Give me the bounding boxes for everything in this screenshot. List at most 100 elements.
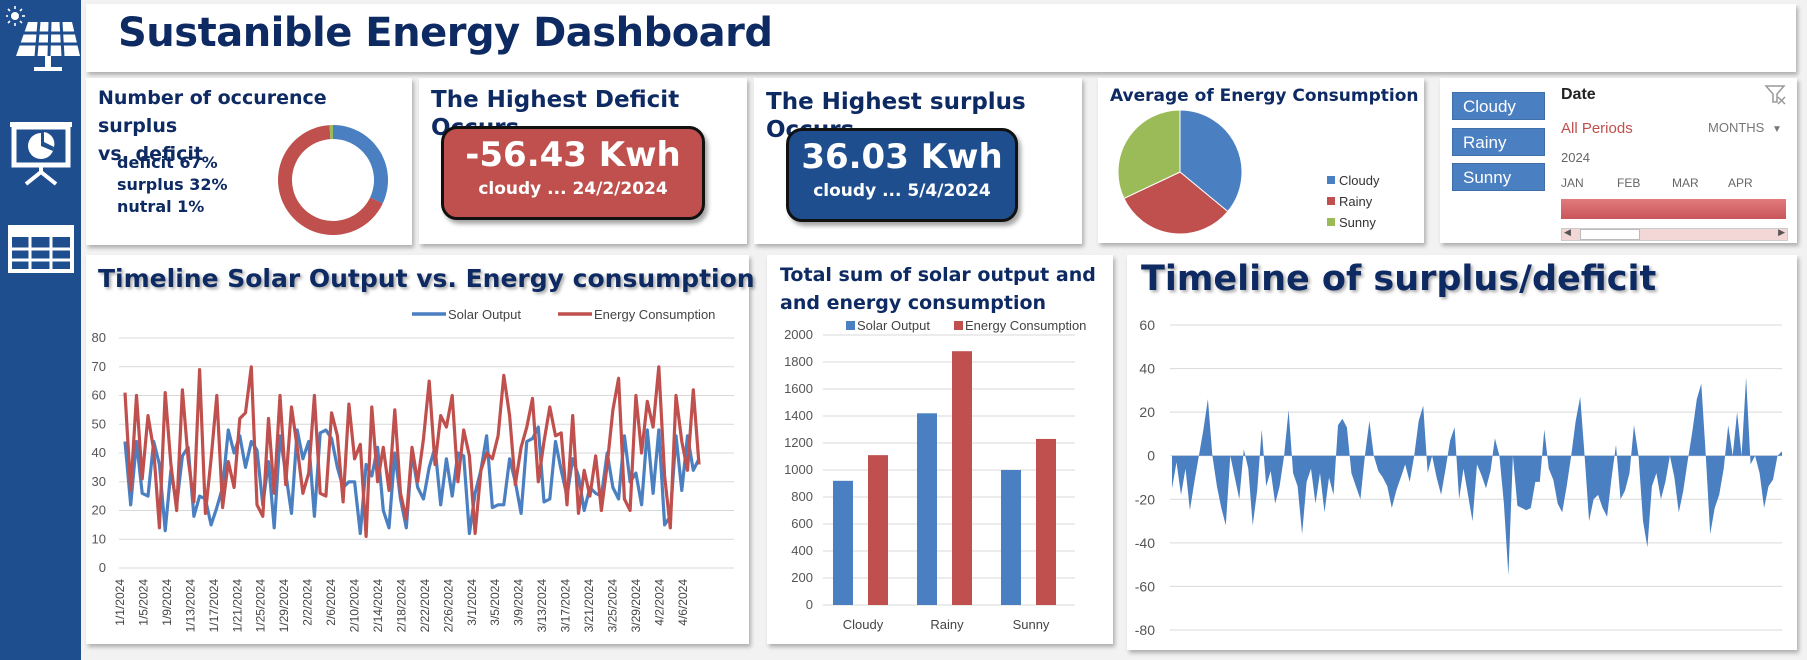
x-tick-label: 3/17/2024 [559,579,573,633]
x-tick-label: 3/5/2024 [488,579,502,626]
neutral-stat: nutral 1% [117,197,205,216]
timeline-scrollbar[interactable]: ◀ ▶ [1561,227,1788,241]
y-tick-label: 0 [99,560,106,575]
x-category-label: Sunny [1013,617,1050,632]
y-tick-label: 70 [92,359,106,374]
x-tick-label: 1/9/2024 [160,579,174,626]
pie-slice-sunny [1117,109,1181,200]
y-tick-label: 80 [92,330,106,345]
y-tick-label: -60 [1135,578,1155,594]
y-tick-label: 30 [92,474,106,489]
timeline-periods: All Periods [1561,120,1633,137]
x-tick-label: 3/13/2024 [535,579,549,633]
x-tick-label: 1/13/2024 [183,579,197,633]
y-tick-label: 1800 [784,354,813,369]
x-tick-label: 3/25/2024 [606,579,620,633]
y-tick-label: 10 [92,531,106,546]
avg-consumption-card: Average of Energy Consumption Cloudy Rain… [1098,78,1424,243]
y-tick-label: 1400 [784,408,813,423]
y-tick-label: 40 [92,445,106,460]
y-tick-label: 50 [92,416,106,431]
clear-filter-icon[interactable] [1764,84,1786,106]
y-tick-label: 200 [791,570,813,585]
pie-slice-cloudy [1179,109,1243,213]
occurrence-card: Number of occurence surplus vs. deficit … [86,78,412,245]
bar-sunny-solar [1001,470,1021,605]
table-grid-icon[interactable] [8,225,74,273]
surplus-kpi-box: 36.03 Kwh cloudy ... 5/4/2024 [786,128,1018,222]
timeline-scroll-thumb[interactable] [1580,229,1640,240]
timeline-selection-bar[interactable] [1561,199,1786,219]
occurrence-stats: deficit 67% surplus 32% nutral 1% [117,152,228,218]
occurrence-donut-chart [278,125,388,235]
y-tick-label: 20 [92,503,106,518]
surplus-kpi-date: cloudy ... 5/4/2024 [813,181,991,201]
y-tick-label: 0 [1147,448,1155,464]
bar-rainy-solar [917,413,937,605]
y-tick-label: 60 [1139,317,1155,333]
y-tick-label: 20 [1139,404,1155,420]
dashboard-title: Sustanible Energy Dashboard [118,10,773,56]
surplus-kpi-card: The Highest surplus Occurs 36.03 Kwh clo… [754,78,1082,244]
pie-slice-rainy [1123,171,1229,235]
deficit-kpi-value: -56.43 Kwh [465,135,681,175]
timeline-month-jan[interactable]: JAN [1561,176,1584,190]
y-tick-label: -80 [1135,622,1155,638]
surplus-deficit-area-chart: 60 40 20 0 -20 -40 -60 -80 [1135,317,1782,638]
y-tick-label: 2000 [784,327,813,342]
timeline-month-mar[interactable]: MAR [1672,176,1699,190]
legend-swatch [846,321,855,330]
solar-panel-icon[interactable] [6,4,80,76]
pie-legend-swatch [1327,197,1335,205]
x-tick-label: 4/6/2024 [676,579,690,626]
chevron-down-icon: ▼ [1771,124,1782,135]
legend-label: Solar Output [448,307,521,322]
totals-bar-chart: 0 200 400 600 800 1000 1200 1400 1600 1800 2000 Clo… [784,318,1086,632]
surplus-deficit-area [1172,377,1782,576]
x-tick-label: 3/9/2024 [512,579,526,626]
deficit-kpi-box: -56.43 Kwh cloudy ... 24/2/2024 [441,126,705,220]
scroll-right-icon[interactable]: ▶ [1778,227,1785,237]
deficit-kpi-date: cloudy ... 24/2/2024 [478,179,668,199]
totals-bar-title: Total sum of solar output and and energy… [780,264,1096,314]
donut-slice-surplus [333,125,388,204]
y-tick-label: -20 [1135,491,1155,507]
timeline-month-apr[interactable]: APR [1728,176,1753,190]
presentation-chart-icon[interactable] [8,120,74,186]
surplus-deficit-card [1127,255,1797,650]
timeline-level-select[interactable]: MONTHS ▼ [1708,120,1782,135]
x-tick-label: 3/29/2024 [629,579,643,633]
y-tick-label: 1000 [784,462,813,477]
bar-rainy-consumption [952,351,972,605]
x-tick-label: 2/6/2024 [324,579,338,626]
bar-cloudy-consumption [868,455,888,605]
x-category-label: Cloudy [843,617,884,632]
y-tick-label: 800 [791,489,813,504]
slicer-button-sunny[interactable]: Sunny [1452,163,1545,191]
legend-swatch [954,321,963,330]
avg-pie-title: Average of Energy Consumption [1110,86,1419,106]
pie-legend-label: Rainy [1339,194,1373,209]
x-tick-label: 1/29/2024 [277,579,291,633]
timeline-line-chart: 0 10 20 30 40 50 60 70 80 1/1/2024 1/5/2024 1/9/202… [92,307,734,633]
surplus-kpi-value: 36.03 Kwh [801,137,1003,177]
timeline-month-feb[interactable]: FEB [1617,176,1641,190]
timeline-line-title: Timeline Solar Output vs. Energy consump… [98,264,755,293]
occurrence-title-line2: vs. deficit [98,143,203,165]
surplus-deficit-title: Timeline of surplus/deficit [1141,259,1657,299]
y-tick-label: 60 [92,388,106,403]
x-tick-label: 4/2/2024 [652,579,666,626]
legend-label: Energy Consumption [594,307,715,322]
y-tick-label: -40 [1135,535,1155,551]
slicer-button-cloudy[interactable]: Cloudy [1452,92,1545,120]
x-tick-label: 1/5/2024 [137,579,151,626]
y-tick-label: 400 [791,543,813,558]
slicer-button-rainy[interactable]: Rainy [1452,128,1545,156]
surplus-stat: surplus 32% [117,175,228,194]
x-tick-label: 1/21/2024 [230,579,244,633]
scroll-left-icon[interactable]: ◀ [1564,227,1571,237]
avg-consumption-pie-chart: Cloudy Rainy Sunny [1117,109,1380,235]
timeline-title: Date [1561,86,1596,103]
legend-label: Solar Output [857,318,930,333]
donut-slice-nutral [329,125,333,140]
